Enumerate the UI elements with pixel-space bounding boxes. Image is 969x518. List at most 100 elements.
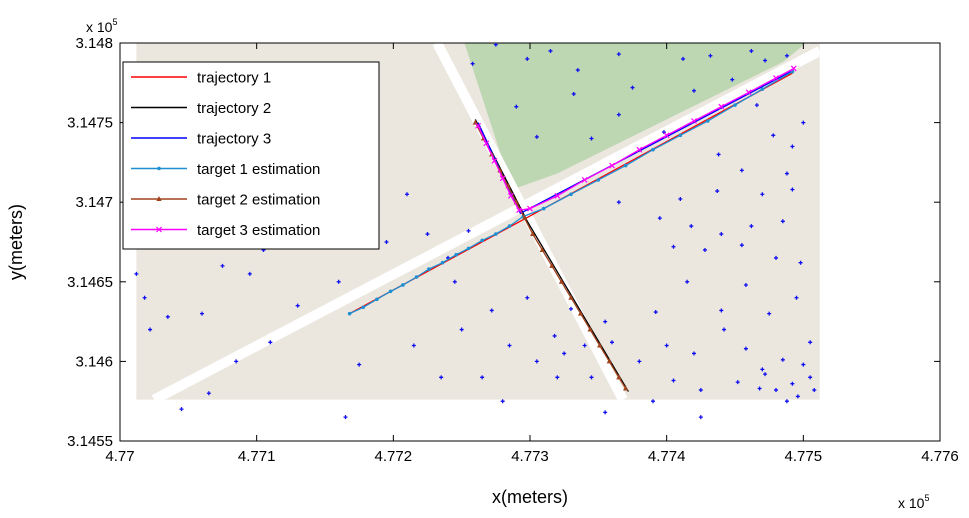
clutter-point <box>698 388 703 393</box>
series-point <box>516 207 522 214</box>
series-point <box>606 358 612 364</box>
series-point <box>636 146 643 153</box>
clutter-point <box>812 388 817 393</box>
clutter-point <box>610 340 614 345</box>
series-point <box>577 310 584 316</box>
series-point <box>597 342 603 348</box>
clutter-point <box>234 359 239 364</box>
clutter-point <box>357 362 362 367</box>
clutter-point <box>743 282 748 287</box>
series-point <box>678 133 683 138</box>
series-point <box>466 246 471 251</box>
clutter-point <box>716 152 721 157</box>
clutter-point <box>569 306 573 311</box>
clutter-point <box>148 327 153 332</box>
clutter-point <box>790 144 795 149</box>
series-point <box>480 238 484 243</box>
clutter-point <box>637 359 642 364</box>
clutter-point <box>760 367 765 372</box>
clutter-point <box>179 407 184 412</box>
series-point <box>347 311 352 316</box>
series-point <box>541 206 546 211</box>
legend-swatch-marker <box>156 196 162 201</box>
series-6 <box>475 65 797 214</box>
legend-item: trajectory 3 <box>131 131 271 148</box>
series-point <box>539 246 545 252</box>
legend-item: trajectory 2 <box>131 100 271 117</box>
clutter-point <box>603 319 608 324</box>
series-point <box>760 87 765 91</box>
clutter-point <box>206 391 211 396</box>
clutter-point <box>678 197 683 202</box>
clutter-point <box>459 327 464 332</box>
x-axis-label: x(meters) <box>492 487 568 507</box>
clutter-point <box>142 295 147 300</box>
map-road-2 <box>432 43 628 400</box>
series-line <box>349 71 793 315</box>
clutter-point <box>582 343 587 348</box>
clutter-point <box>552 333 557 338</box>
series-point <box>558 278 565 284</box>
clutter-point <box>489 308 494 313</box>
series-point <box>773 75 779 81</box>
x-tick-label: 4.772 <box>375 448 413 465</box>
clutter-point <box>548 48 553 53</box>
series-layer <box>131 43 817 420</box>
series-point <box>623 385 629 391</box>
legend-item: target 3 estimation <box>131 222 320 239</box>
clutter-point <box>589 375 594 380</box>
clutter-point <box>500 399 505 404</box>
clutter-point <box>692 351 696 356</box>
clutter-point <box>719 308 724 313</box>
clutter-point <box>784 399 789 404</box>
clutter-point <box>525 295 530 300</box>
x-multiplier-exp: 5 <box>924 493 929 503</box>
x-tick-label: 4.773 <box>511 448 549 465</box>
clutter-point <box>525 56 530 61</box>
clutter-point <box>719 232 724 237</box>
series-point <box>663 132 670 139</box>
series-point <box>440 260 445 265</box>
clutter-point <box>616 200 621 205</box>
series-point <box>623 163 628 168</box>
legend-item: trajectory 1 <box>131 70 271 87</box>
series-point <box>454 252 459 257</box>
clutter-point <box>698 415 703 420</box>
series-point <box>745 89 752 96</box>
y-tick-label: 3.1475 <box>67 115 113 132</box>
clutter-point <box>671 378 676 383</box>
clutter-point <box>754 103 759 108</box>
x-tick-label: 4.77 <box>105 448 134 465</box>
clutter-point <box>534 359 539 364</box>
clutter-point <box>200 311 204 316</box>
series-point <box>733 103 737 107</box>
clutter-point <box>514 104 519 109</box>
x-tick-label: 4.775 <box>785 448 823 465</box>
clutter-point <box>722 327 727 332</box>
clutter-point <box>336 279 341 284</box>
series-point <box>596 178 601 182</box>
clutter-point <box>743 346 748 351</box>
clutter-point <box>749 224 754 229</box>
legend-label: trajectory 3 <box>197 131 271 148</box>
clutter-point <box>735 380 740 385</box>
clutter-point <box>268 340 273 345</box>
series-point <box>616 374 622 380</box>
clutter-point <box>767 311 772 316</box>
clutter-point <box>774 255 778 260</box>
tick-labels: 4.77 4.771 4.772 4.773 4.774 4.775 4.776 3.1455… <box>67 35 959 465</box>
legend: trajectory 1 trajectory 2 trajectory 3 targ… <box>122 61 380 250</box>
legend-label: target 3 estimation <box>197 222 320 239</box>
clutter-point <box>784 171 789 176</box>
series-point <box>375 297 379 302</box>
series-line <box>474 122 627 389</box>
series-point <box>494 232 498 236</box>
clutter-point <box>760 192 765 197</box>
clutter-point <box>798 260 803 265</box>
clutter-point <box>555 375 560 380</box>
axes-box <box>119 42 941 442</box>
map-park-area <box>464 43 807 190</box>
clutter-point <box>425 232 430 237</box>
x-tick-label: 4.776 <box>921 448 959 465</box>
legend-label: target 1 estimation <box>197 161 320 178</box>
